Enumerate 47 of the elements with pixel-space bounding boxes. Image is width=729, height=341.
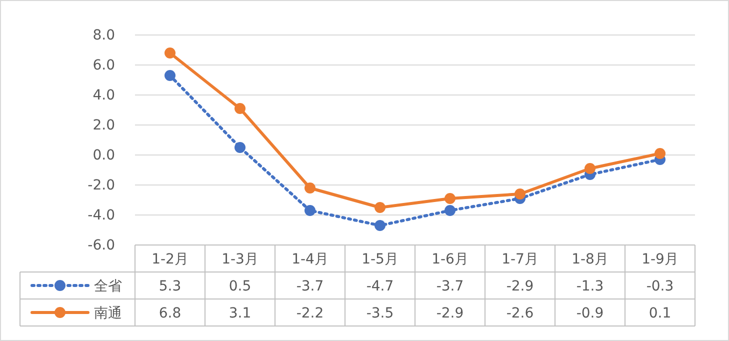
data-label: -3.7 <box>436 278 464 294</box>
point <box>514 188 526 200</box>
point <box>444 205 456 216</box>
data-label: -1.3 <box>576 278 604 294</box>
x-tick-label: 1-6月 <box>432 252 468 268</box>
data-label: -2.9 <box>506 278 534 294</box>
y-tick-label: -4.0 <box>88 207 115 224</box>
data-label: -2.9 <box>436 306 464 322</box>
x-tick-label: 1-4月 <box>292 252 328 268</box>
point <box>164 48 176 58</box>
point <box>374 202 386 213</box>
data-label: 6.8 <box>158 306 182 322</box>
point <box>304 205 316 216</box>
data-label: -2.6 <box>506 306 534 322</box>
legend-label: 南通 <box>94 306 122 322</box>
y-tick-label: -6.0 <box>88 237 115 254</box>
data-label: -3.5 <box>366 306 394 322</box>
point <box>304 182 316 194</box>
point <box>654 148 666 159</box>
x-tick-label: 1-3月 <box>222 252 258 268</box>
point <box>234 103 246 114</box>
data-label: -0.3 <box>646 278 674 294</box>
legend-label: 全省 <box>94 278 122 294</box>
x-tick-label: 1-2月 <box>152 252 188 268</box>
point <box>584 163 596 174</box>
data-label: 0.1 <box>648 306 672 322</box>
x-tick-label: 1-8月 <box>572 252 608 268</box>
y-tick-label: 6.0 <box>92 57 115 74</box>
point <box>374 220 386 231</box>
y-tick-label: 0.0 <box>92 147 115 164</box>
data-label: -2.2 <box>296 306 324 322</box>
data-label: -0.9 <box>576 306 604 322</box>
data-label: 0.5 <box>228 278 252 294</box>
x-tick-label: 1-5月 <box>362 252 398 268</box>
y-tick-label: 8.0 <box>92 27 115 44</box>
y-tick-label: -2.0 <box>88 177 115 194</box>
y-tick-label: 4.0 <box>92 87 115 104</box>
data-label: 3.1 <box>228 306 252 322</box>
x-tick-label: 1-7月 <box>502 252 538 268</box>
data-label: -4.7 <box>366 278 394 294</box>
point <box>444 193 456 204</box>
data-label: -3.7 <box>296 278 324 294</box>
y-tick-label: 2.0 <box>92 117 115 134</box>
data-label: 5.3 <box>158 278 182 294</box>
x-tick-label: 1-9月 <box>642 252 678 268</box>
point <box>164 70 176 81</box>
point <box>234 142 246 153</box>
